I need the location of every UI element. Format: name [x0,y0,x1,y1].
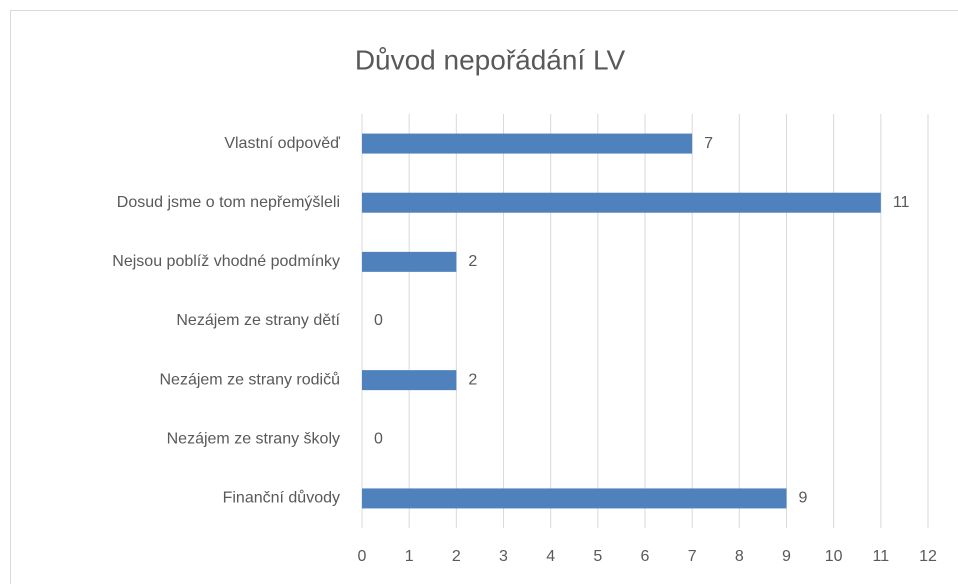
x-tick-label: 10 [825,548,843,565]
y-tick-label: Nezájem ze strany dětí [176,312,340,329]
y-tick-label: Nezájem ze strany školy [167,431,340,448]
data-label: 7 [704,135,713,152]
bar [362,133,693,154]
x-tick-label: 3 [499,548,508,565]
x-tick-label: 0 [358,548,367,565]
x-tick-label: 4 [546,548,555,565]
y-tick-label: Finanční důvody [223,489,340,507]
data-label: 2 [468,253,477,270]
x-tick-label: 2 [452,548,461,565]
data-label: 0 [374,312,383,329]
data-label: 0 [374,431,383,448]
chart-frame [10,10,958,584]
x-tick-label: 5 [593,548,602,565]
bar [362,251,457,272]
x-tick-label: 6 [641,548,650,565]
x-tick-label: 7 [688,548,697,565]
y-tick-label: Vlastní odpověď [224,135,340,152]
x-tick-label: 1 [405,548,414,565]
data-label: 9 [799,490,808,507]
x-tick-label: 8 [735,548,744,565]
x-tick-label: 9 [782,548,791,565]
bar [362,370,457,391]
y-tick-label: Dosud jsme o tom nepřemýšleli [117,194,340,211]
x-tick-label: 11 [873,548,890,565]
bar [362,488,787,509]
x-tick-label: 12 [919,548,937,565]
data-label: 2 [468,371,477,388]
chart-title: Důvod nepořádání LV [355,44,626,75]
y-tick-label: Nejsou poblíž vhodné podmínky [112,253,340,270]
y-tick-label: Nezájem ze strany rodičů [159,370,340,388]
bar [362,192,881,213]
data-label: 11 [893,194,910,211]
